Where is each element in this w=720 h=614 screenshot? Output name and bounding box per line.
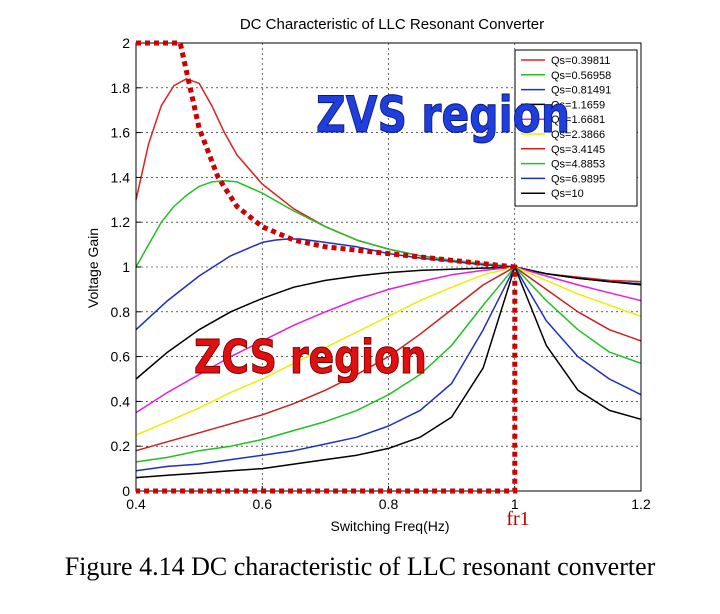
legend-entry: Qs=0.39811 (551, 55, 610, 67)
region-boundary (136, 40, 518, 494)
y-tick-label: 1.2 (111, 214, 131, 230)
y-tick-label: 0.6 (111, 349, 131, 365)
y-tick-label: 1 (122, 259, 130, 275)
x-tick-label: 1.2 (631, 496, 651, 512)
y-tick-label: 1.6 (111, 125, 131, 141)
y-tick-label: 0.2 (111, 438, 131, 454)
legend-entry: Qs=4.8853 (551, 159, 605, 171)
chart-title: DC Characteristic of LLC Resonant Conver… (240, 16, 544, 33)
y-axis-label: Voltage Gain (85, 228, 101, 308)
series-line-5 (135, 266, 642, 436)
legend-entry: Qs=6.9895 (551, 173, 605, 185)
series-line-4 (135, 266, 642, 414)
legend-entry: Qs=2.3866 (551, 129, 605, 141)
series-line-7 (135, 266, 642, 463)
y-tick-label: 0.4 (111, 393, 131, 409)
legend-entry: Qs=0.56958 (551, 70, 611, 82)
legend-entry: Qs=0.81491 (551, 85, 611, 97)
fr1-label: fr1 (506, 508, 530, 530)
legend-box (514, 49, 638, 207)
y-tick-label: 0 (122, 483, 130, 499)
series-line-8 (135, 266, 642, 472)
y-tick-label: 2 (122, 35, 130, 51)
x-tick-label: 0.8 (379, 496, 399, 512)
legend-entry: Qs=10 (551, 188, 584, 200)
x-tick-label: 0.6 (253, 496, 273, 512)
series-line-9 (135, 266, 642, 479)
plot-area: 0.4 0.6 0.8 1 1.2 0 0.2 0.4 0.6 0.8 1 1.2 1.4 1.6 1.8 2… (111, 35, 651, 512)
y-tick-label: 1.8 (111, 80, 131, 96)
x-axis-label: Switching Freq(Hz) (330, 518, 449, 534)
zcs-region-label: ZCS region (194, 330, 427, 384)
series-line-3 (135, 266, 642, 380)
zvs-region-label: ZVS region (316, 86, 570, 144)
figure-caption: Figure 4.14 DC characteristic of LLC res… (64, 552, 656, 581)
y-tick-label: 1.4 (111, 169, 131, 185)
y-tick-label: 0.8 (111, 304, 131, 320)
legend-entry: Qs=1.6681 (551, 114, 605, 126)
series-line-6 (135, 266, 642, 452)
x-tick-label: 1 (511, 496, 519, 512)
x-tick-label: 0.4 (126, 496, 146, 512)
legend-entry: Qs=1.1659 (551, 99, 605, 111)
legend-entry: Qs=3.4145 (551, 144, 605, 156)
